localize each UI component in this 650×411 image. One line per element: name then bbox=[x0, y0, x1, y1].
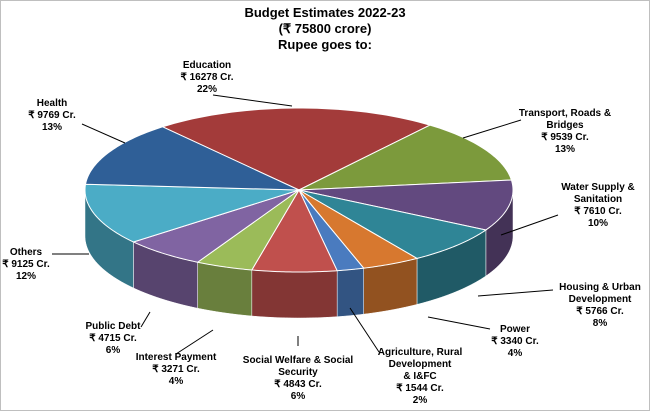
slice-label-3-line-3: 8% bbox=[593, 318, 608, 329]
slice-0 bbox=[161, 107, 432, 191]
leader-3 bbox=[477, 289, 554, 297]
leader-lines bbox=[52, 94, 559, 355]
slice-label-6-line-2: ₹ 4843 Cr. bbox=[274, 379, 322, 390]
slice-8 bbox=[132, 189, 300, 263]
slice-label-8-line-2: 6% bbox=[106, 345, 121, 356]
leader-10 bbox=[81, 123, 126, 144]
slice-label-5-line-0: Agriculture, Rural bbox=[378, 347, 463, 358]
slice-10 bbox=[84, 126, 300, 191]
slice-label-9-line-1: ₹ 9125 Cr. bbox=[2, 259, 50, 270]
slice-label-1: Transport, Roads &Bridges₹ 9539 Cr.13% bbox=[519, 108, 611, 155]
slice-label-5-line-3: ₹ 1544 Cr. bbox=[396, 383, 444, 394]
slice-label-5-line-4: 2% bbox=[413, 395, 428, 406]
slice-label-2-line-0: Water Supply & bbox=[561, 182, 635, 193]
slice-label-4-line-1: ₹ 3340 Cr. bbox=[491, 336, 539, 347]
slice-label-0-line-1: ₹ 16278 Cr. bbox=[180, 72, 233, 83]
slice-1 bbox=[298, 124, 513, 191]
slice-label-0-line-2: 22% bbox=[197, 84, 217, 95]
slice-label-8-line-0: Public Debt bbox=[85, 321, 141, 332]
slice-label-1-line-1: Bridges bbox=[546, 120, 584, 131]
slice-label-2-line-1: Sanitation bbox=[574, 194, 622, 205]
slice-label-8-line-1: ₹ 4715 Cr. bbox=[89, 333, 137, 344]
slice-label-1-line-3: 13% bbox=[555, 144, 575, 155]
slice-label-1-line-0: Transport, Roads & bbox=[519, 108, 611, 119]
slice-label-5-line-1: Development bbox=[389, 359, 452, 370]
slice-label-6-line-1: Security bbox=[278, 367, 318, 378]
slice-label-2-line-2: ₹ 7610 Cr. bbox=[574, 206, 622, 217]
chart-title: Budget Estimates 2022-23(₹ 75800 crore)R… bbox=[244, 5, 405, 52]
slice-label-4: Power₹ 3340 Cr.4% bbox=[491, 324, 539, 359]
slice-labels: Education₹ 16278 Cr.22% Transport, Roads … bbox=[2, 60, 641, 406]
leader-2 bbox=[500, 214, 559, 236]
slice-label-9: Others₹ 9125 Cr.12% bbox=[2, 247, 50, 282]
title-line-3: Rupee goes to: bbox=[278, 37, 372, 52]
slice-label-10-line-0: Health bbox=[37, 98, 68, 109]
slice-5 bbox=[298, 189, 365, 272]
leader-5 bbox=[349, 307, 380, 353]
slice-3 bbox=[298, 189, 488, 259]
slice-label-5-line-2: & I&FC bbox=[403, 371, 436, 382]
slice-label-0-line-0: Education bbox=[183, 60, 231, 71]
slice-label-8: Public Debt₹ 4715 Cr.6% bbox=[85, 321, 141, 356]
slice-2 bbox=[298, 179, 514, 231]
slice-label-6-line-0: Social Welfare & Social bbox=[243, 355, 354, 366]
leader-8 bbox=[140, 311, 151, 328]
slice-9 bbox=[84, 183, 300, 243]
leader-1 bbox=[462, 119, 522, 139]
pie-tops bbox=[84, 107, 514, 273]
slice-label-4-line-2: 4% bbox=[508, 348, 523, 359]
slice-label-3-line-2: ₹ 5766 Cr. bbox=[576, 306, 624, 317]
slice-label-0: Education₹ 16278 Cr.22% bbox=[180, 60, 233, 95]
pie-sides bbox=[84, 189, 514, 319]
slice-side-6 bbox=[251, 269, 338, 319]
slice-label-3-line-1: Development bbox=[569, 294, 632, 305]
slice-label-10: Health₹ 9769 Cr.13% bbox=[28, 98, 76, 133]
slice-label-9-line-2: 12% bbox=[16, 271, 36, 282]
leader-7 bbox=[175, 329, 214, 355]
title-line-1: Budget Estimates 2022-23 bbox=[244, 5, 405, 20]
slice-6 bbox=[250, 188, 338, 273]
slice-label-7-line-2: 4% bbox=[169, 376, 184, 387]
leader-0 bbox=[212, 94, 293, 107]
slice-label-10-line-2: 13% bbox=[42, 122, 62, 133]
slice-label-3-line-0: Housing & Urban bbox=[559, 282, 641, 293]
slice-7 bbox=[196, 189, 300, 271]
slice-label-4-line-0: Power bbox=[500, 324, 530, 335]
slice-label-7-line-1: ₹ 3271 Cr. bbox=[152, 364, 200, 375]
slice-label-7: Interest Payment₹ 3271 Cr.4% bbox=[136, 352, 217, 387]
slice-label-1-line-2: ₹ 9539 Cr. bbox=[541, 132, 589, 143]
slice-label-2: Water Supply &Sanitation₹ 7610 Cr.10% bbox=[561, 182, 635, 229]
title-line-2: (₹ 75800 crore) bbox=[279, 21, 372, 36]
slice-side-7 bbox=[197, 261, 253, 317]
slice-label-2-line-3: 10% bbox=[588, 218, 608, 229]
slice-label-6-line-3: 6% bbox=[291, 391, 306, 402]
leader-4 bbox=[427, 316, 491, 330]
slice-label-7-line-0: Interest Payment bbox=[136, 352, 217, 363]
slice-label-10-line-1: ₹ 9769 Cr. bbox=[28, 110, 76, 121]
slice-label-9-line-0: Others bbox=[10, 247, 43, 258]
slice-4 bbox=[298, 189, 419, 269]
